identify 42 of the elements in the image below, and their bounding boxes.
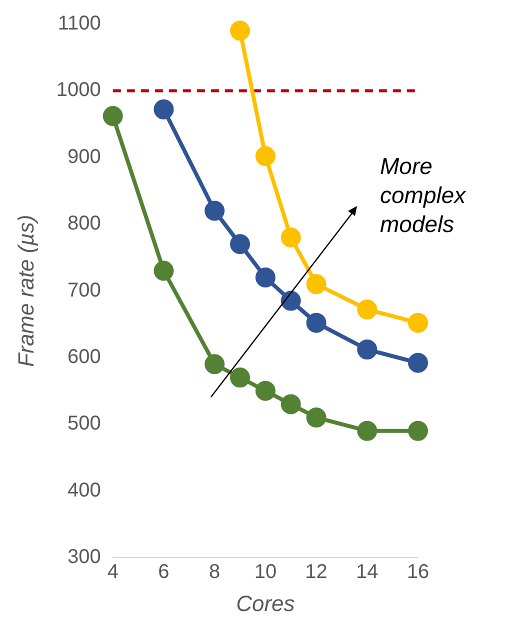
point [255, 146, 276, 166]
y-tick-label: 700 [68, 279, 101, 302]
point [230, 234, 250, 254]
point [280, 394, 301, 414]
point [306, 408, 326, 428]
point [408, 352, 428, 373]
point [357, 339, 378, 360]
x-tick-label: 12 [305, 561, 328, 584]
point [280, 290, 301, 311]
x-axis-title: Cores [236, 590, 295, 616]
point [102, 106, 123, 126]
y-tick-label: 800 [68, 212, 101, 235]
x-tick-label: 8 [209, 561, 220, 584]
y-tick-label: 500 [68, 412, 101, 435]
x-tick-label: 14 [356, 561, 378, 584]
point [154, 99, 174, 120]
point [306, 274, 326, 294]
x-tick-label: 16 [406, 561, 430, 584]
point [357, 299, 378, 320]
point [230, 368, 250, 388]
y-tick-label: 400 [68, 479, 101, 502]
y-tick-label: 900 [68, 146, 101, 168]
point [204, 354, 225, 374]
point [230, 20, 250, 41]
point [255, 267, 276, 288]
x-tick-label: 6 [158, 561, 170, 584]
point [154, 260, 174, 281]
point [306, 312, 326, 333]
point [408, 312, 428, 333]
y-tick-label: 1100 [58, 12, 101, 35]
x-tick-label: 10 [254, 561, 277, 584]
x-tick-label: 4 [107, 561, 118, 584]
y-axis-title: Frame rate (µs) [13, 214, 38, 367]
y-tick-label: 600 [68, 346, 101, 368]
point [280, 227, 301, 248]
annotation: More complex models [380, 152, 467, 239]
point [255, 380, 276, 401]
y-tick-label: 300 [68, 546, 101, 568]
point [204, 200, 225, 221]
point [357, 420, 378, 441]
y-tick-label: 1000 [56, 79, 101, 102]
point [408, 420, 428, 441]
